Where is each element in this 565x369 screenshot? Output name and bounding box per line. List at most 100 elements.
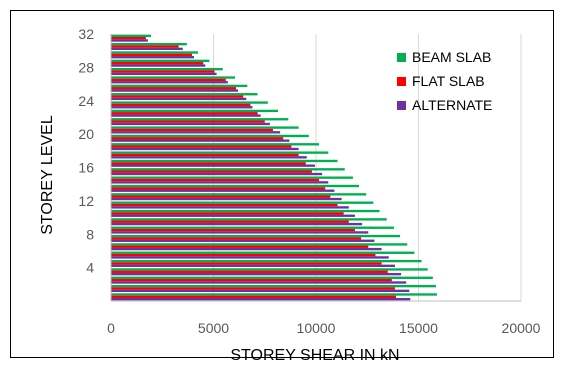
x-tick-labels: 0 5000 10000 15000 20000 bbox=[107, 320, 541, 336]
bar-flat-slab-storey-4 bbox=[111, 270, 388, 273]
bar-flat-slab-storey-19 bbox=[111, 145, 292, 148]
bar-alternate-storey-20 bbox=[111, 139, 290, 142]
bar-alternate-storey-13 bbox=[111, 197, 342, 201]
x-tick-label-0: 0 bbox=[107, 320, 115, 336]
bar-beam-slab-storey-18 bbox=[111, 151, 329, 154]
x-tick-label-3: 15000 bbox=[399, 320, 438, 336]
bar-flat-slab-storey-6 bbox=[111, 253, 376, 257]
bar-alternate-storey-21 bbox=[111, 131, 281, 134]
bar-alternate-storey-9 bbox=[111, 231, 369, 234]
bar-flat-slab-storey-9 bbox=[111, 228, 355, 232]
bar-beam-slab-storey-5 bbox=[111, 259, 422, 263]
bar-beam-slab-storey-16 bbox=[111, 168, 345, 171]
bar-alternate-storey-12 bbox=[111, 206, 349, 209]
bar-alternate-storey-6 bbox=[111, 256, 389, 259]
bar-flat-slab-storey-22 bbox=[111, 120, 265, 123]
bar-beam-slab-storey-4 bbox=[111, 268, 428, 271]
bar-flat-slab-storey-26 bbox=[111, 87, 237, 90]
bar-flat-slab-storey-7 bbox=[111, 245, 369, 248]
x-axis-title: STOREY SHEAR IN kN bbox=[230, 347, 399, 364]
x-tick-label-4: 20000 bbox=[502, 320, 541, 336]
x-tick-label-1: 5000 bbox=[198, 320, 229, 336]
bar-alternate-storey-25 bbox=[111, 97, 247, 101]
bar-alternate-storey-30 bbox=[111, 56, 195, 59]
bar-beam-slab-storey-15 bbox=[111, 176, 353, 179]
bars bbox=[111, 34, 437, 301]
y-tick-label-4: 20 bbox=[78, 126, 94, 142]
bar-flat-slab-storey-13 bbox=[111, 195, 331, 198]
bar-beam-slab-storey-32 bbox=[111, 34, 151, 37]
y-tick-label-0: 4 bbox=[86, 260, 94, 276]
bar-beam-slab-storey-29 bbox=[111, 59, 210, 63]
bar-flat-slab-storey-3 bbox=[111, 278, 392, 282]
bar-beam-slab-storey-30 bbox=[111, 51, 199, 54]
bar-flat-slab-storey-25 bbox=[111, 95, 244, 98]
bar-beam-slab-storey-17 bbox=[111, 159, 338, 163]
bar-beam-slab-storey-12 bbox=[111, 201, 374, 204]
bar-alternate-storey-22 bbox=[111, 122, 270, 126]
legend-swatch-alternate bbox=[397, 101, 406, 110]
bar-alternate-storey-10 bbox=[111, 222, 363, 226]
bar-beam-slab-storey-2 bbox=[111, 284, 436, 288]
bar-flat-slab-storey-23 bbox=[111, 112, 258, 115]
bar-flat-slab-storey-28 bbox=[111, 70, 215, 73]
bar-alternate-storey-1 bbox=[111, 298, 411, 301]
bar-flat-slab-storey-2 bbox=[111, 287, 395, 290]
bar-beam-slab-storey-20 bbox=[111, 134, 309, 138]
bar-flat-slab-storey-32 bbox=[111, 36, 146, 40]
bar-flat-slab-storey-8 bbox=[111, 237, 362, 240]
bar-beam-slab-storey-19 bbox=[111, 143, 320, 146]
bar-alternate-storey-17 bbox=[111, 164, 315, 167]
bar-alternate-storey-27 bbox=[111, 81, 228, 84]
bar-beam-slab-storey-8 bbox=[111, 234, 401, 238]
y-tick-label-1: 8 bbox=[86, 226, 94, 242]
bar-beam-slab-storey-22 bbox=[111, 118, 289, 121]
bar-beam-slab-storey-28 bbox=[111, 68, 223, 71]
legend-swatch-beam-slab bbox=[397, 53, 406, 62]
bar-alternate-storey-14 bbox=[111, 189, 335, 192]
bar-alternate-storey-8 bbox=[111, 239, 375, 242]
bar-beam-slab-storey-25 bbox=[111, 93, 258, 96]
legend-label-alternate: ALTERNATE bbox=[412, 97, 492, 113]
bar-alternate-storey-32 bbox=[111, 39, 148, 42]
bar-beam-slab-storey-7 bbox=[111, 243, 408, 246]
bar-flat-slab-storey-15 bbox=[111, 178, 320, 182]
bar-beam-slab-storey-21 bbox=[111, 126, 299, 129]
bar-beam-slab-storey-24 bbox=[111, 101, 268, 104]
bar-flat-slab-storey-14 bbox=[111, 187, 326, 190]
bar-beam-slab-storey-11 bbox=[111, 209, 380, 213]
bar-alternate-storey-31 bbox=[111, 47, 183, 51]
bar-beam-slab-storey-1 bbox=[111, 293, 437, 296]
bar-alternate-storey-23 bbox=[111, 114, 261, 117]
bar-beam-slab-storey-13 bbox=[111, 193, 367, 196]
bar-alternate-storey-15 bbox=[111, 181, 329, 184]
bar-flat-slab-storey-30 bbox=[111, 53, 192, 57]
bar-beam-slab-storey-3 bbox=[111, 276, 433, 279]
bar-beam-slab-storey-23 bbox=[111, 109, 279, 113]
bar-flat-slab-storey-1 bbox=[111, 295, 396, 299]
y-tick-label-7: 32 bbox=[78, 26, 94, 42]
y-tick-label-2: 12 bbox=[78, 193, 94, 209]
bar-flat-slab-storey-18 bbox=[111, 153, 299, 157]
bar-flat-slab-storey-16 bbox=[111, 170, 312, 173]
bar-flat-slab-storey-24 bbox=[111, 103, 251, 107]
bar-flat-slab-storey-27 bbox=[111, 78, 226, 82]
bar-beam-slab-storey-26 bbox=[111, 84, 248, 88]
bar-alternate-storey-28 bbox=[111, 72, 217, 76]
x-tick-label-2: 10000 bbox=[297, 320, 336, 336]
bar-beam-slab-storey-31 bbox=[111, 42, 187, 46]
bar-alternate-storey-4 bbox=[111, 272, 402, 276]
y-axis-title: STOREY LEVEL bbox=[39, 115, 56, 235]
bar-alternate-storey-7 bbox=[111, 247, 382, 251]
bar-flat-slab-storey-12 bbox=[111, 203, 338, 207]
bar-beam-slab-storey-14 bbox=[111, 184, 360, 188]
legend-label-beam-slab: BEAM SLAB bbox=[412, 49, 491, 65]
bar-alternate-storey-16 bbox=[111, 172, 323, 176]
bar-alternate-storey-19 bbox=[111, 147, 299, 151]
bar-alternate-storey-2 bbox=[111, 289, 410, 293]
bar-flat-slab-storey-21 bbox=[111, 128, 273, 132]
y-tick-labels: 4 8 12 16 20 24 28 32 bbox=[78, 26, 94, 276]
bar-beam-slab-storey-9 bbox=[111, 226, 394, 229]
